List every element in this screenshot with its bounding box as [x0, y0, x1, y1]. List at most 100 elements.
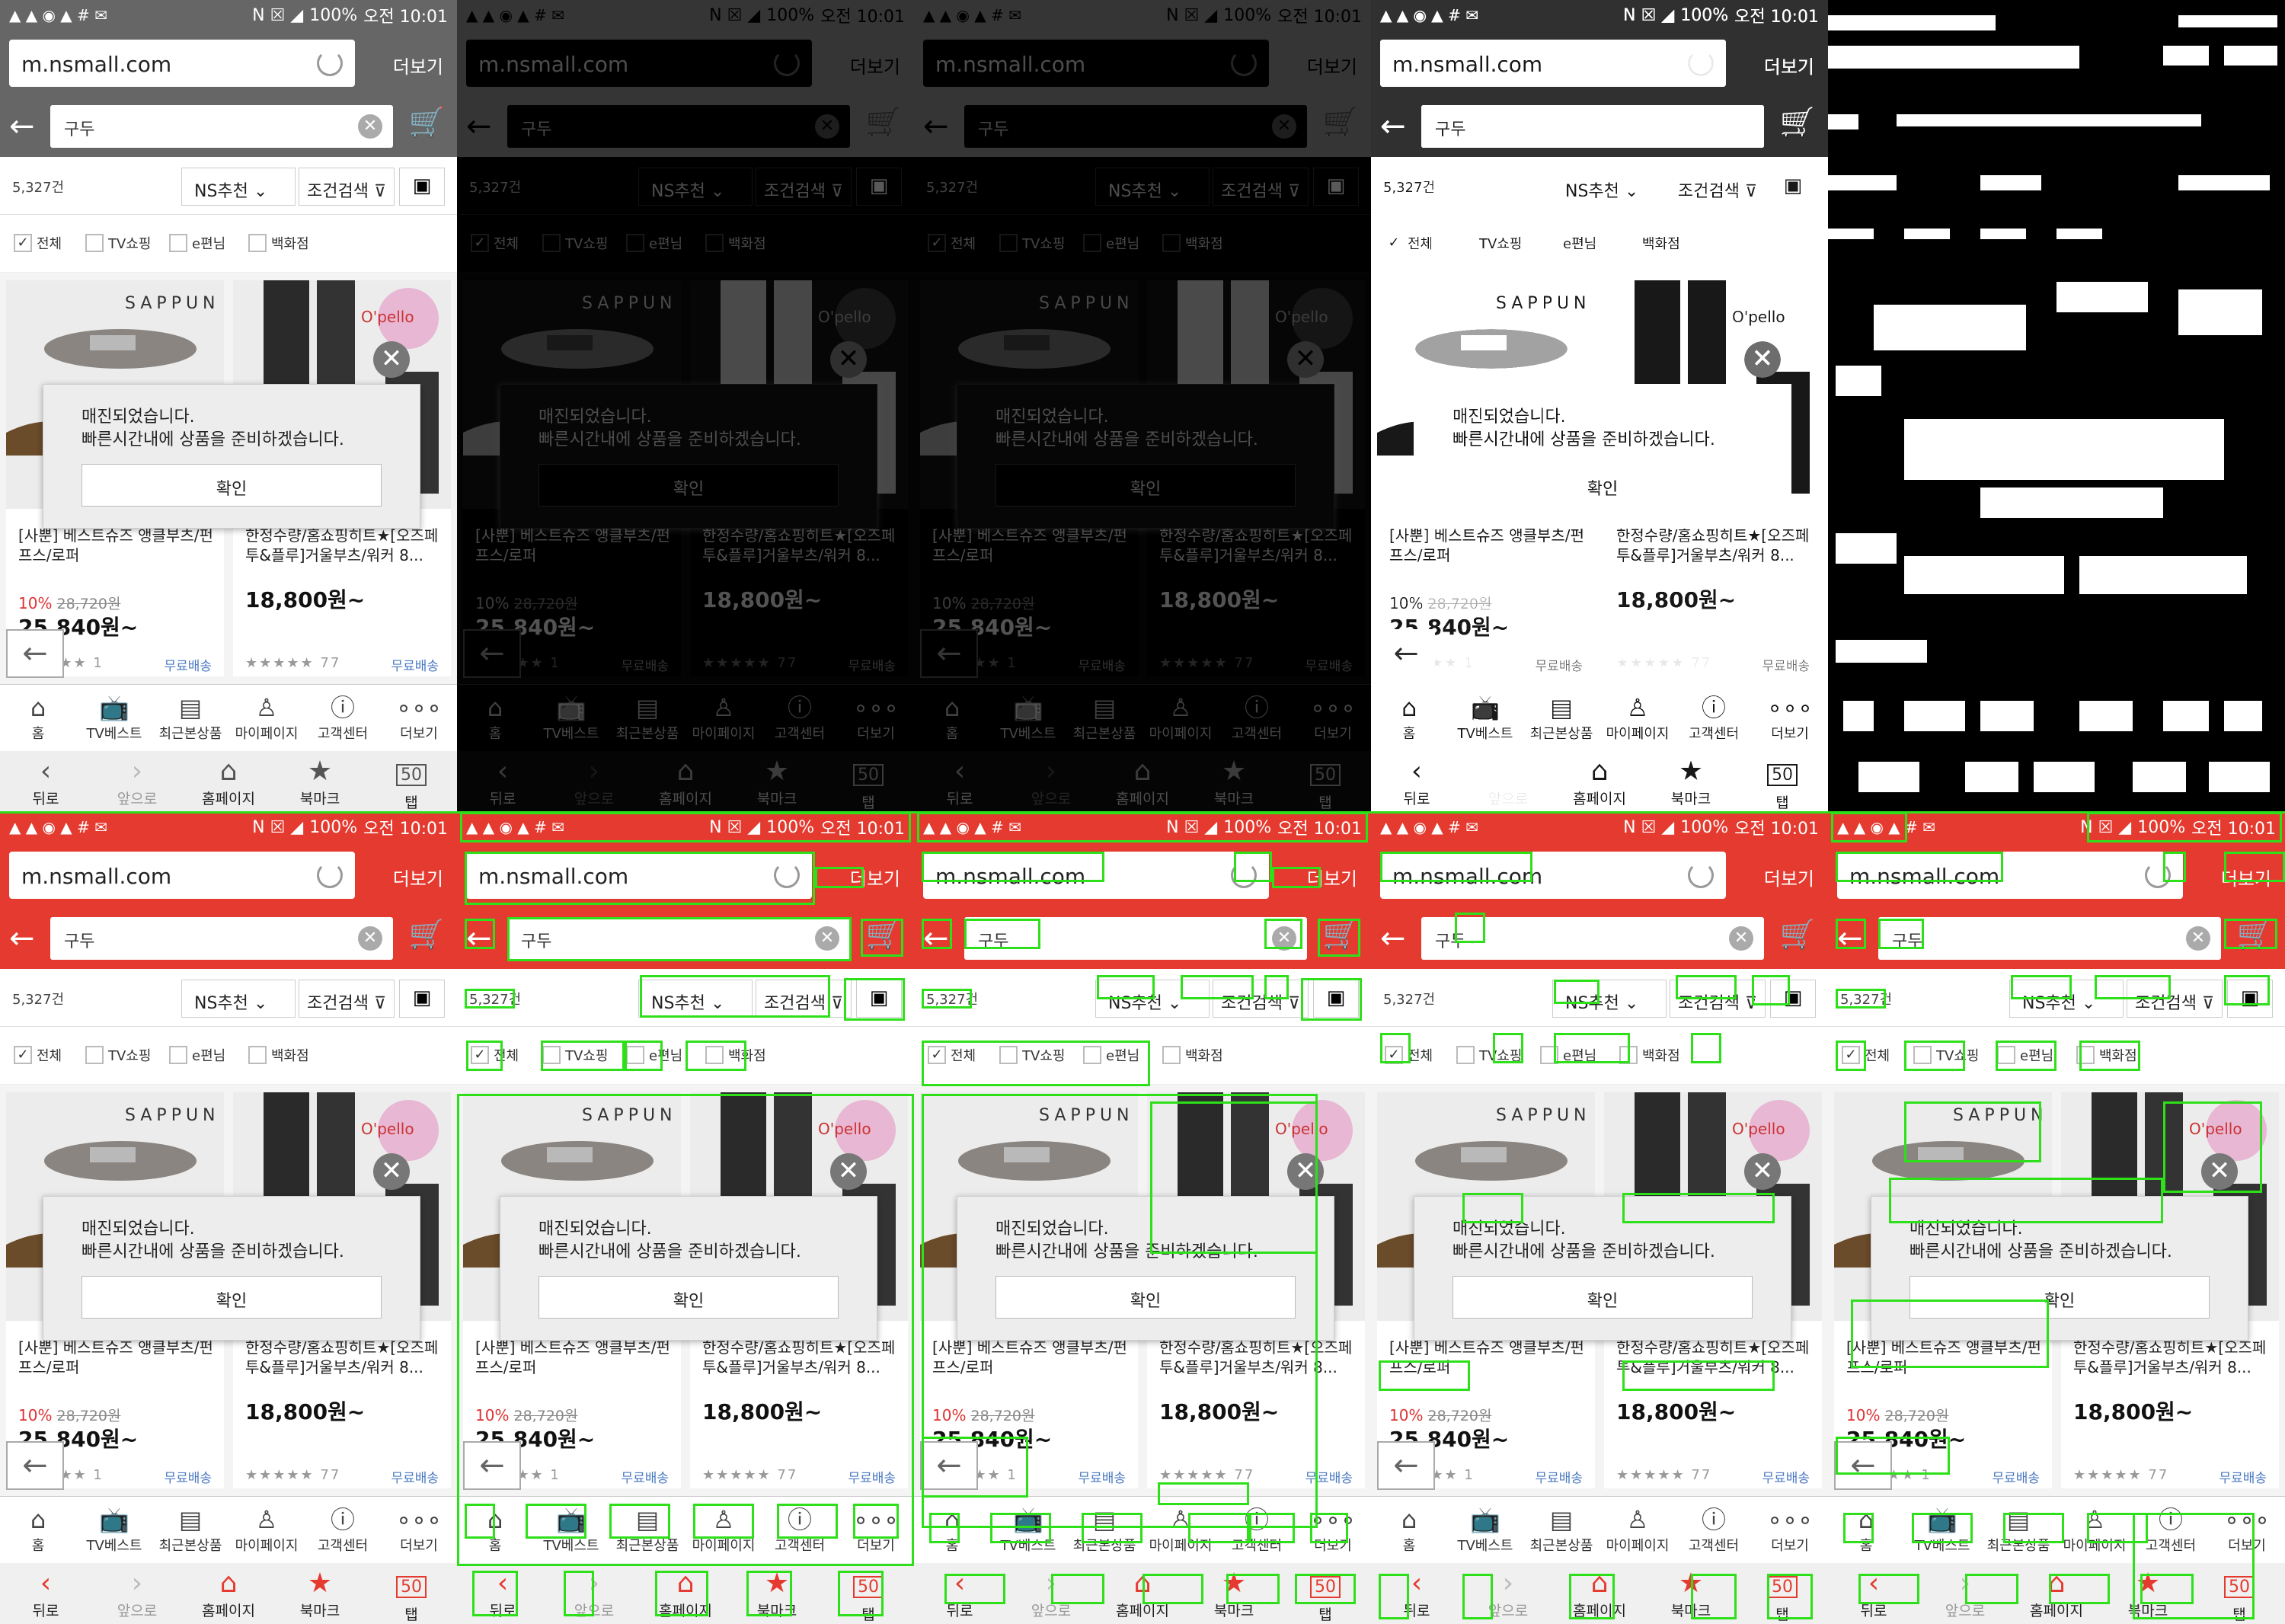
nav-support[interactable]: ⓘ 고객센터	[762, 1504, 838, 1555]
url-input[interactable]: m.nsmall.com	[9, 40, 355, 87]
nav-support[interactable]: ⓘ 고객센터	[762, 692, 838, 743]
nav-tv-best[interactable]: 📺 TV베스트	[990, 692, 1066, 743]
clear-search-icon[interactable]: ✕	[1729, 926, 1753, 951]
nav-recent[interactable]: ▤ 최근본상품	[1523, 1504, 1600, 1555]
nav-tv-best[interactable]: 📺 TV베스트	[1447, 692, 1523, 743]
check-dept[interactable]: 백화점	[705, 1045, 766, 1065]
nav-more[interactable]: ∘∘∘ 더보기	[1752, 692, 1828, 743]
check-dept[interactable]: 백화점	[2076, 1045, 2137, 1065]
close-popup-icon[interactable]: ✕	[830, 341, 867, 378]
nav-recent[interactable]: ▤ 최근본상품	[1066, 692, 1142, 743]
browser-forward[interactable]: › 앞으로	[1005, 756, 1097, 808]
nav-recent[interactable]: ▤ 최근본상품	[152, 1504, 228, 1555]
check-tv[interactable]: TV쇼핑	[999, 1045, 1065, 1065]
close-popup-icon[interactable]: ✕	[1287, 341, 1324, 378]
check-eshop[interactable]: e편님	[1083, 233, 1139, 253]
product-title[interactable]: 한정수량/홈쇼핑히트★[오즈페투&플루]거울부츠/워커 8...	[1159, 526, 1353, 564]
nav-home[interactable]: ⌂ 홈	[1371, 1504, 1447, 1555]
view-toggle-icon[interactable]: ▣	[2227, 980, 2273, 1018]
condition-search-button[interactable]: 조건검색 ⊽	[756, 980, 852, 1018]
nav-more[interactable]: ∘∘∘ 더보기	[838, 692, 914, 743]
cart-icon[interactable]: 🛒	[1779, 917, 1816, 951]
check-eshop[interactable]: e편님	[1083, 1045, 1139, 1065]
browser-home[interactable]: ⌂ 홈페이지	[640, 756, 731, 808]
url-input[interactable]: m.nsmall.com	[466, 40, 812, 87]
close-popup-icon[interactable]: ✕	[830, 1153, 867, 1190]
url-input[interactable]: m.nsmall.com	[923, 40, 1269, 87]
product-title[interactable]: 한정수량/홈쇼핑히트★[오즈페투&플루]거울부츠/워커 8...	[2073, 1338, 2267, 1376]
cart-icon[interactable]: 🛒	[2236, 917, 2273, 951]
product-title[interactable]: [사뿐] 베스트슈즈 앵클부츠/펀프스/로퍼	[18, 1338, 213, 1376]
check-eshop[interactable]: e편님	[1540, 1045, 1596, 1065]
reload-icon[interactable]	[2145, 862, 2171, 888]
search-input[interactable]: 구두 ✕	[50, 917, 393, 960]
condition-search-button[interactable]: 조건검색 ⊽	[299, 168, 395, 206]
check-tv[interactable]: TV쇼핑	[85, 233, 151, 253]
clear-search-icon[interactable]: ✕	[2186, 926, 2210, 951]
view-toggle-icon[interactable]: ▣	[1313, 980, 1359, 1018]
nav-mypage[interactable]: ♙ 마이페이지	[1600, 1504, 1676, 1555]
check-all[interactable]: ✓ 전체	[14, 1045, 62, 1065]
product-title[interactable]: [사뿐] 베스트슈즈 앵클부츠/펀프스/로퍼	[475, 526, 670, 564]
confirm-button[interactable]: 확인	[81, 1276, 382, 1319]
nav-more[interactable]: ∘∘∘ 더보기	[381, 692, 457, 743]
check-all[interactable]: ✓ 전체	[14, 233, 62, 253]
url-input[interactable]: m.nsmall.com	[1837, 852, 2183, 899]
nav-support[interactable]: ⓘ 고객센터	[1219, 692, 1295, 743]
close-popup-icon[interactable]: ✕	[373, 341, 410, 378]
check-all[interactable]: ✓ 전체	[1385, 1045, 1433, 1065]
check-all[interactable]: ✓ 전체	[1385, 233, 1433, 253]
clear-search-icon[interactable]: ✕	[358, 926, 382, 951]
confirm-button[interactable]: 확인	[995, 1276, 1296, 1319]
nav-more[interactable]: ∘∘∘ 더보기	[838, 1504, 914, 1555]
check-eshop[interactable]: e편님	[1540, 233, 1596, 253]
cart-icon[interactable]: 🛒	[865, 917, 902, 951]
browser-home[interactable]: ⌂ 홈페이지	[1554, 756, 1645, 808]
confirm-button[interactable]: 확인	[1909, 1276, 2210, 1319]
browser-back[interactable]: ‹ 뒤로	[0, 756, 91, 808]
browser-back[interactable]: ‹ 뒤로	[1371, 756, 1462, 808]
browser-more-button[interactable]: 더보기	[1306, 56, 1357, 78]
sort-select[interactable]: NS추천 ⌄	[181, 980, 296, 1018]
check-eshop[interactable]: e편님	[169, 1045, 225, 1065]
nav-home[interactable]: ⌂ 홈	[0, 1504, 76, 1555]
nav-support[interactable]: ⓘ 고객센터	[1676, 1504, 1752, 1555]
product-title[interactable]: 한정수량/홈쇼핑히트★[오즈페투&플루]거울부츠/워커 8...	[702, 526, 896, 564]
view-toggle-icon[interactable]: ▣	[856, 168, 902, 206]
condition-search-button[interactable]: 조건검색 ⊽	[756, 168, 852, 206]
check-dept[interactable]: 백화점	[1619, 233, 1680, 253]
check-tv[interactable]: TV쇼핑	[1913, 1045, 1979, 1065]
search-input[interactable]: 구두 ✕	[1421, 917, 1764, 960]
browser-tabs[interactable]: 50 탭	[1280, 756, 1371, 812]
check-tv[interactable]: TV쇼핑	[1456, 233, 1522, 253]
check-eshop[interactable]: e편님	[626, 233, 682, 253]
cart-icon[interactable]: 🛒	[1322, 917, 1359, 951]
nav-mypage[interactable]: ♙ 마이페이지	[228, 1504, 305, 1555]
browser-home[interactable]: ⌂ 홈페이지	[183, 756, 274, 808]
check-tv[interactable]: TV쇼핑	[542, 1045, 608, 1065]
browser-bookmark[interactable]: ★ 북마크	[1188, 1568, 1280, 1620]
check-dept[interactable]: 백화점	[248, 233, 309, 253]
browser-back[interactable]: ‹ 뒤로	[914, 756, 1005, 808]
nav-home[interactable]: ⌂ 홈	[0, 692, 76, 743]
floating-back-icon[interactable]: ←	[463, 1441, 521, 1490]
product-title[interactable]: [사뿐] 베스트슈즈 앵클부츠/펀프스/로퍼	[1389, 1338, 1584, 1376]
browser-back[interactable]: ‹ 뒤로	[0, 1568, 91, 1620]
product-title[interactable]: 한정수량/홈쇼핑히트★[오즈페투&플루]거울부츠/워커 8...	[702, 1338, 896, 1376]
nav-home[interactable]: ⌂ 홈	[1371, 692, 1447, 743]
product-title[interactable]: [사뿐] 베스트슈즈 앵클부츠/펀프스/로퍼	[932, 1338, 1127, 1376]
browser-bookmark[interactable]: ★ 북마크	[274, 756, 366, 808]
browser-tabs[interactable]: 50 탭	[366, 1568, 457, 1624]
view-toggle-icon[interactable]: ▣	[1770, 980, 1816, 1018]
search-input[interactable]: 구두 ✕	[507, 105, 850, 148]
nav-support[interactable]: ⓘ 고객센터	[305, 692, 381, 743]
reload-icon[interactable]	[317, 862, 343, 888]
back-arrow-icon[interactable]: ←	[466, 109, 492, 144]
browser-bookmark[interactable]: ★ 북마크	[731, 756, 823, 808]
check-dept[interactable]: 백화점	[248, 1045, 309, 1065]
browser-home[interactable]: ⌂ 홈페이지	[1097, 756, 1188, 808]
floating-back-icon[interactable]: ←	[1377, 1441, 1435, 1490]
view-toggle-icon[interactable]: ▣	[399, 980, 445, 1018]
condition-search-button[interactable]: 조건검색 ⊽	[1213, 168, 1309, 206]
check-all[interactable]: ✓ 전체	[471, 1045, 519, 1065]
